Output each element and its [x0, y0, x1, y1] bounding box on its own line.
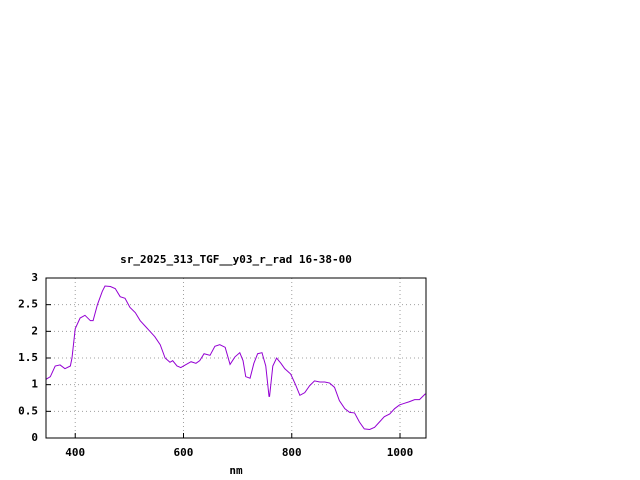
chart-title: sr_2025_313_TGF__y03_r_rad 16-38-00	[120, 253, 352, 266]
x-axis-label: nm	[229, 464, 243, 477]
y-tick-label: 1	[31, 378, 38, 391]
x-tick-label: 800	[282, 446, 302, 459]
x-tick-label: 1000	[387, 446, 414, 459]
data-line	[45, 285, 426, 430]
y-tick-label: 0	[31, 431, 38, 444]
x-tick-label: 600	[174, 446, 194, 459]
plot-border	[45, 277, 427, 439]
x-tick-label: 400	[65, 446, 85, 459]
y-tick-label: 1.5	[18, 351, 38, 364]
y-tick-label: 3	[31, 271, 38, 284]
y-tick-label: 2.5	[18, 298, 38, 311]
y-tick-label: 0.5	[18, 404, 38, 417]
y-tick-label: 2	[31, 324, 38, 337]
